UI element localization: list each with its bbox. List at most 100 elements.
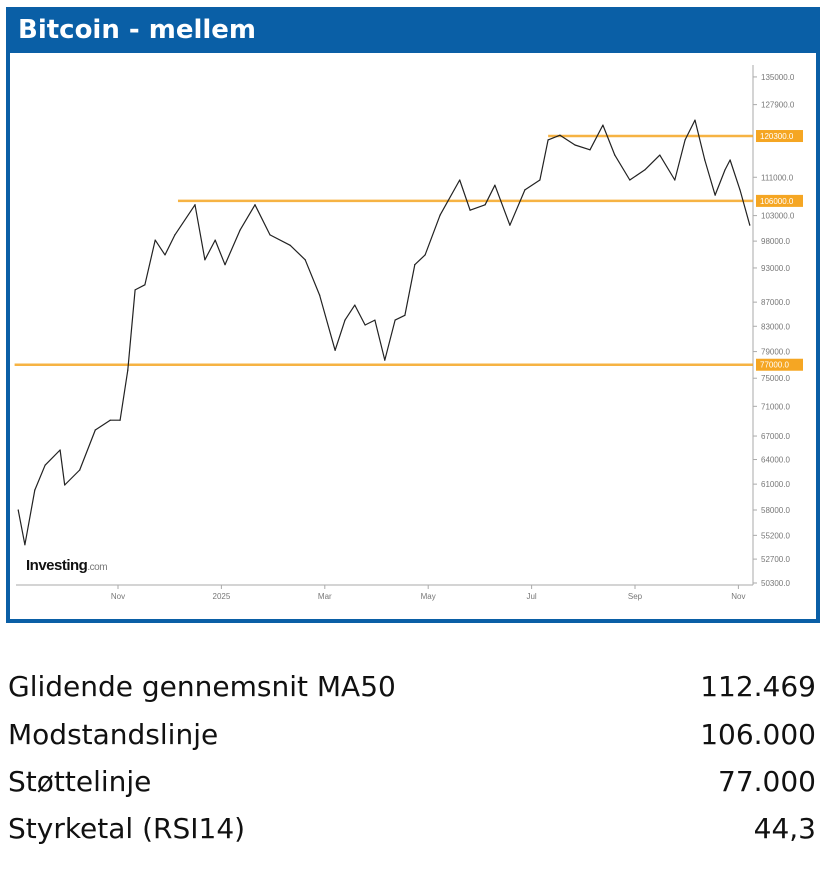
price-point <box>384 359 386 361</box>
stat-value: 44,3 <box>753 812 816 845</box>
price-point <box>164 254 166 256</box>
level-tag-label: 106000.0 <box>760 197 794 206</box>
price-point <box>144 284 146 286</box>
stat-value: 77.000 <box>718 765 816 798</box>
price-point <box>659 154 661 156</box>
stat-label: Glidende gennemsnit MA50 <box>8 670 396 703</box>
price-point <box>214 239 216 241</box>
y-tick-label: 127900.0 <box>761 101 795 110</box>
logo-brand: Investing <box>26 557 88 574</box>
y-tick-label: 61000.0 <box>761 480 790 489</box>
price-point <box>414 264 416 266</box>
x-tick-label: Nov <box>111 592 125 601</box>
price-point <box>204 259 206 261</box>
x-tick-label: Mar <box>318 592 332 601</box>
price-point <box>94 429 96 431</box>
price-point <box>194 204 196 206</box>
chart-title: Bitcoin - mellem <box>6 7 820 53</box>
price-point <box>729 159 731 161</box>
y-tick-label: 71000.0 <box>761 402 790 411</box>
price-point <box>724 169 726 171</box>
price-point <box>334 349 336 351</box>
price-point <box>629 179 631 181</box>
price-point <box>749 224 751 226</box>
price-point <box>44 464 46 466</box>
price-point <box>254 204 256 206</box>
level-tag-label: 120300.0 <box>760 132 794 141</box>
price-point <box>79 469 81 471</box>
price-point <box>364 324 366 326</box>
price-point <box>59 449 61 451</box>
stat-row-ma50: Glidende gennemsnit MA50 112.469 <box>8 670 816 703</box>
price-point <box>494 184 496 186</box>
price-point <box>119 419 121 421</box>
price-point <box>424 254 426 256</box>
price-point <box>469 209 471 211</box>
level-tag-label: 77000.0 <box>760 361 789 370</box>
y-tick-label: 50300.0 <box>761 579 790 588</box>
price-point <box>559 134 561 136</box>
price-point <box>319 294 321 296</box>
price-point <box>739 189 741 191</box>
price-point <box>354 304 356 306</box>
stat-row-support: Støttelinje 77.000 <box>8 765 816 798</box>
y-tick-label: 58000.0 <box>761 506 790 515</box>
level-tag <box>756 194 803 207</box>
stat-row-resistance: Modstandslinje 106.000 <box>8 718 816 751</box>
stat-label: Styrketal (RSI14) <box>8 812 246 845</box>
price-point <box>614 154 616 156</box>
y-tick-label: 55200.0 <box>761 531 790 540</box>
price-point <box>714 194 716 196</box>
stat-value: 106.000 <box>700 718 816 751</box>
y-tick-label: 93000.0 <box>761 264 790 273</box>
level-tag <box>756 358 803 371</box>
price-chart: 135000.0 127900.0 111000.0 103000.0 98000.0 9… <box>14 65 803 601</box>
price-point <box>439 214 441 216</box>
price-point <box>64 484 66 486</box>
price-point <box>374 319 376 321</box>
price-point <box>509 224 511 226</box>
level-tag <box>756 130 803 143</box>
y-tick-label: 64000.0 <box>761 456 790 465</box>
price-point <box>704 159 706 161</box>
y-tick-label: 98000.0 <box>761 237 790 246</box>
y-tick-label: 75000.0 <box>761 374 790 383</box>
y-tick-label: 87000.0 <box>761 298 790 307</box>
price-point <box>239 229 241 231</box>
price-point <box>602 124 604 126</box>
chart-frame <box>6 7 820 623</box>
price-point <box>224 264 226 266</box>
y-tick-label: 79000.0 <box>761 348 790 357</box>
stat-value: 112.469 <box>700 670 816 703</box>
price-point <box>34 489 36 491</box>
price-point <box>24 544 26 546</box>
price-point <box>134 289 136 291</box>
logo-suffix: .com <box>87 562 108 573</box>
price-point <box>547 139 549 141</box>
investing-logo: Investing.com <box>26 557 108 574</box>
x-tick-label: Nov <box>731 592 745 601</box>
price-point <box>539 179 541 181</box>
price-point <box>484 204 486 206</box>
price-point <box>17 509 19 511</box>
price-point <box>289 244 291 246</box>
y-tick-label: 111000.0 <box>761 173 794 182</box>
stat-row-rsi: Styrketal (RSI14) 44,3 <box>8 812 816 845</box>
price-point <box>269 234 271 236</box>
price-point <box>684 139 686 141</box>
price-point <box>644 169 646 171</box>
price-point <box>589 149 591 151</box>
price-point <box>109 419 111 421</box>
price-point <box>174 234 176 236</box>
x-tick-label: 2025 <box>213 592 231 601</box>
price-point <box>394 319 396 321</box>
price-point <box>127 369 129 371</box>
y-tick-label: 103000.0 <box>761 212 795 221</box>
price-line <box>17 119 751 546</box>
y-tick-label: 83000.0 <box>761 322 790 331</box>
x-tick-label: Jul <box>526 592 536 601</box>
price-point <box>524 189 526 191</box>
price-point <box>404 314 406 316</box>
price-point <box>674 179 676 181</box>
y-tick-label: 135000.0 <box>761 73 795 82</box>
